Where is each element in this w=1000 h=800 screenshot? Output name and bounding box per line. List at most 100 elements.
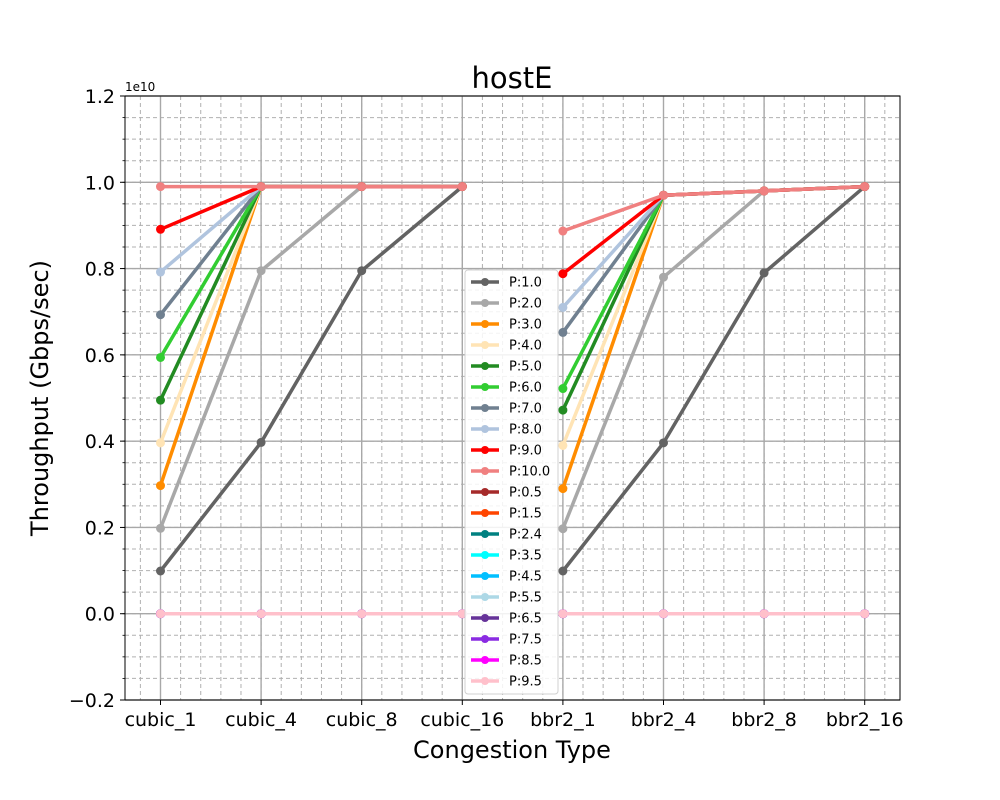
x-tick-label: cubic_4 <box>225 709 297 731</box>
data-point <box>156 310 165 320</box>
legend-entry-label: P:8.5 <box>509 654 542 669</box>
legend-entry-label: P:9.5 <box>509 675 542 690</box>
legend-swatch-marker <box>481 593 489 601</box>
y-tick-label: 0.6 <box>85 345 115 367</box>
data-point <box>357 182 367 192</box>
legend-swatch-marker <box>481 383 489 391</box>
legend-entry-label: P:1.5 <box>509 507 542 522</box>
data-point <box>860 609 870 619</box>
data-point <box>156 566 165 576</box>
data-point <box>558 405 568 415</box>
legend-swatch-marker <box>481 635 489 643</box>
data-point <box>256 609 266 619</box>
legend-entry-label: P:5.5 <box>509 591 542 606</box>
legend-entry-label: P:7.5 <box>509 633 542 648</box>
legend-entry-label: P:5.0 <box>509 360 542 375</box>
legend-entry-label: P:2.0 <box>509 297 542 312</box>
x-tick-label: bbr2_16 <box>826 709 904 731</box>
x-tick-label: cubic_8 <box>326 709 398 731</box>
x-tick-label: bbr2_8 <box>731 709 797 731</box>
series-line <box>561 185 866 573</box>
legend-swatch-marker <box>481 551 489 559</box>
y-tick-label: 0.2 <box>85 517 115 539</box>
data-point <box>659 272 668 282</box>
legend-entry-label: P:2.4 <box>509 528 542 543</box>
legend-entry-label: P:9.0 <box>509 444 542 459</box>
y-tick-label: 0.4 <box>85 431 115 453</box>
data-point <box>457 182 467 192</box>
legend-swatch-marker <box>481 677 489 685</box>
legend-entry-label: P:3.5 <box>509 549 542 564</box>
data-point <box>156 267 165 277</box>
y-tick-label: 0.8 <box>85 259 115 281</box>
legend-entry-label: P:1.0 <box>509 276 542 291</box>
data-point <box>558 566 568 576</box>
data-point <box>558 302 568 312</box>
series-line <box>159 185 464 573</box>
legend-swatch-marker <box>481 341 489 349</box>
y-offset-label: 1e10 <box>125 80 155 94</box>
data-point <box>156 224 165 234</box>
data-point <box>558 384 568 394</box>
data-point <box>558 484 568 494</box>
x-tick-label: cubic_16 <box>420 709 504 731</box>
data-point <box>860 182 870 192</box>
data-point <box>256 437 266 447</box>
data-point <box>558 440 568 450</box>
x-tick-label: bbr2_4 <box>631 709 697 731</box>
legend-entry-label: P:4.0 <box>509 339 542 354</box>
y-tick-label: 0.0 <box>85 604 115 626</box>
legend-swatch-marker <box>481 467 489 475</box>
legend-swatch-marker <box>481 509 489 517</box>
data-point <box>759 268 769 278</box>
chart-title: hostE <box>472 61 553 95</box>
legend-box <box>464 269 559 695</box>
y-axis-label: Throughput (Gbps/sec) <box>26 260 54 537</box>
data-point <box>156 182 165 192</box>
legend-entry-label: P:10.0 <box>509 465 550 480</box>
data-point <box>156 523 165 533</box>
data-point <box>156 352 165 362</box>
data-point <box>659 438 668 448</box>
x-tick-label: bbr2_1 <box>530 709 596 731</box>
data-point <box>357 266 367 276</box>
legend-entry-label: P:6.5 <box>509 612 542 627</box>
data-point <box>558 327 568 337</box>
legend-entry-label: P:7.0 <box>509 402 542 417</box>
data-point <box>659 609 668 619</box>
data-point <box>558 226 568 236</box>
y-tick-label: −0.2 <box>69 690 115 712</box>
legend-swatch-marker <box>481 572 489 580</box>
data-point <box>156 438 165 448</box>
legend: P:1.0 P:2.0 P:3.0 P:4.0 P:5.0 P:6.0 P:7.0 P:8.0… <box>464 269 559 695</box>
legend-swatch-marker <box>481 614 489 622</box>
x-tick-label: cubic_1 <box>125 709 197 731</box>
legend-swatch-marker <box>481 446 489 454</box>
y-tick-label: 1.0 <box>85 172 115 194</box>
legend-entry-label: P:0.5 <box>509 486 542 501</box>
legend-entry-label: P:8.0 <box>509 423 542 438</box>
legend-swatch-marker <box>481 488 489 496</box>
legend-entry-label: P:4.5 <box>509 570 542 585</box>
data-point <box>156 609 165 619</box>
y-tick-label: 1.2 <box>85 86 115 108</box>
data-point <box>256 266 266 276</box>
legend-swatch-marker <box>481 320 489 328</box>
legend-swatch-marker <box>481 299 489 307</box>
data-point <box>156 481 165 491</box>
data-point <box>256 182 266 192</box>
legend-entry-label: P:6.0 <box>509 381 542 396</box>
data-point <box>659 190 668 200</box>
data-point <box>558 524 568 534</box>
legend-swatch-marker <box>481 425 489 433</box>
legend-swatch-marker <box>481 404 489 412</box>
series-layer <box>156 182 870 619</box>
data-point <box>759 186 769 196</box>
x-axis-label: Congestion Type <box>413 736 611 764</box>
legend-swatch-marker <box>481 656 489 664</box>
data-point <box>558 609 568 619</box>
legend-swatch-marker <box>481 530 489 538</box>
data-point <box>759 609 769 619</box>
legend-swatch-marker <box>481 278 489 286</box>
